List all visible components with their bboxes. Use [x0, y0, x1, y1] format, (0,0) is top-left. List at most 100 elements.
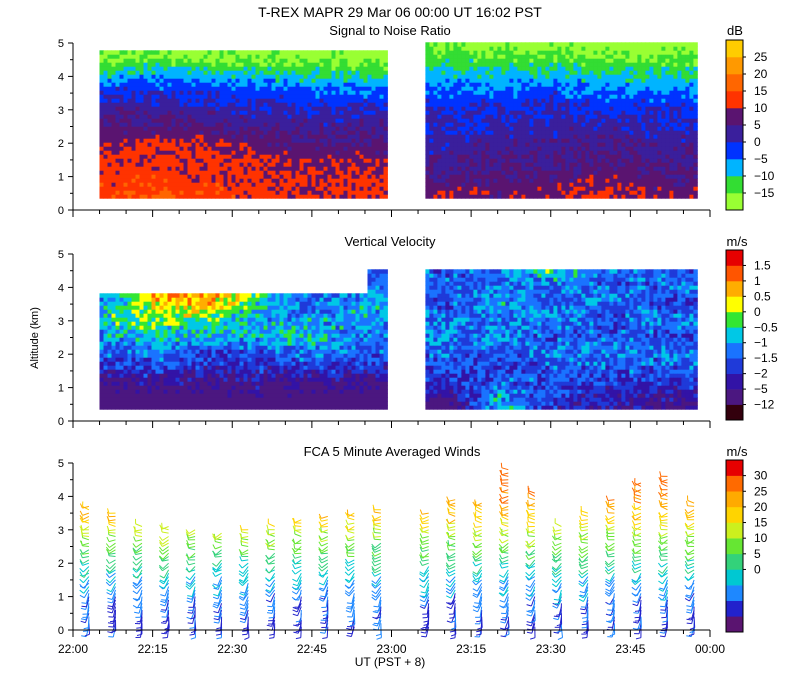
heat-cell [175, 86, 180, 91]
heat-cell [103, 82, 108, 87]
heat-cell [287, 134, 292, 139]
heat-cell [359, 194, 364, 199]
heat-cell [319, 110, 324, 115]
heat-cell [657, 50, 662, 55]
heat-cell [625, 118, 630, 123]
heat-cell [469, 138, 474, 143]
heat-cell [239, 86, 244, 91]
heat-cell [163, 130, 168, 135]
heat-cell [537, 54, 542, 59]
heat-cell [123, 54, 128, 59]
heat-cell [569, 114, 574, 119]
heat-cell [99, 174, 104, 179]
heat-cell [315, 58, 320, 63]
heat-cell [351, 158, 356, 163]
heat-cell [533, 166, 538, 171]
heat-cell [637, 166, 642, 171]
heat-cell [127, 150, 132, 155]
heat-cell [251, 182, 256, 187]
heat-cell [215, 86, 220, 91]
heat-cell [529, 90, 534, 95]
heat-cell [375, 154, 380, 159]
heat-cell [331, 90, 336, 95]
heat-cell [303, 150, 308, 155]
heat-cell [613, 110, 618, 115]
heat-cell [263, 110, 268, 115]
heat-cell [497, 166, 502, 171]
heat-cell [577, 62, 582, 67]
heat-cell [195, 154, 200, 159]
heat-cell [207, 138, 212, 143]
heat-cell [103, 58, 108, 63]
heat-cell [537, 58, 542, 63]
heat-cell [99, 126, 104, 131]
heat-cell [453, 70, 458, 75]
heat-cell [469, 126, 474, 131]
heat-cell [521, 190, 526, 195]
heat-cell [489, 74, 494, 79]
heat-cell [549, 182, 554, 187]
heat-cell [203, 62, 208, 67]
heat-cell [327, 186, 332, 191]
heat-cell [529, 46, 534, 51]
heat-cell [327, 158, 332, 163]
heat-cell [633, 46, 638, 51]
heat-cell [195, 58, 200, 63]
heat-cell [473, 130, 478, 135]
heat-cell [183, 170, 188, 175]
heat-cell [151, 194, 156, 199]
heat-cell [509, 138, 514, 143]
heat-cell [195, 98, 200, 103]
heat-cell [605, 50, 610, 55]
heat-cell [339, 182, 344, 187]
heat-cell [613, 194, 618, 199]
heat-cell [589, 110, 594, 115]
heat-cell [425, 166, 430, 171]
heat-cell [211, 130, 216, 135]
heat-cell [453, 162, 458, 167]
heat-cell [107, 158, 112, 163]
heat-cell [375, 66, 380, 71]
heat-cell [159, 126, 164, 131]
heat-cell [633, 186, 638, 191]
heat-cell [203, 182, 208, 187]
heat-cell [577, 182, 582, 187]
heat-cell [497, 170, 502, 175]
heat-cell [569, 58, 574, 63]
heat-cell [207, 126, 212, 131]
heat-cell [541, 138, 546, 143]
heat-cell [255, 154, 260, 159]
heat-cell [485, 74, 490, 79]
heat-cell [505, 62, 510, 67]
heat-cell [517, 142, 522, 147]
heat-cell [263, 182, 268, 187]
heat-cell [521, 102, 526, 107]
heat-cell [473, 98, 478, 103]
heat-cell [187, 162, 192, 167]
heat-cell [485, 126, 490, 131]
heat-cell [311, 158, 316, 163]
heat-cell [347, 154, 352, 159]
heat-cell [211, 194, 216, 199]
heat-cell [453, 106, 458, 111]
heat-cell [115, 54, 120, 59]
heat-cell [203, 122, 208, 127]
heat-cell [359, 126, 364, 131]
heat-cell [569, 142, 574, 147]
heat-cell [259, 110, 264, 115]
heat-cell [633, 58, 638, 63]
heat-cell [445, 142, 450, 147]
heat-cell [103, 146, 108, 151]
heat-cell [103, 178, 108, 183]
heat-cell [255, 102, 260, 107]
heat-cell [287, 158, 292, 163]
heat-cell [589, 114, 594, 119]
heat-cell [279, 70, 284, 75]
heat-cell [371, 126, 376, 131]
heat-cell [287, 166, 292, 171]
heat-cell [517, 82, 522, 87]
heat-cell [461, 138, 466, 143]
heat-cell [255, 130, 260, 135]
heat-cell [561, 122, 566, 127]
heat-cell [167, 122, 172, 127]
